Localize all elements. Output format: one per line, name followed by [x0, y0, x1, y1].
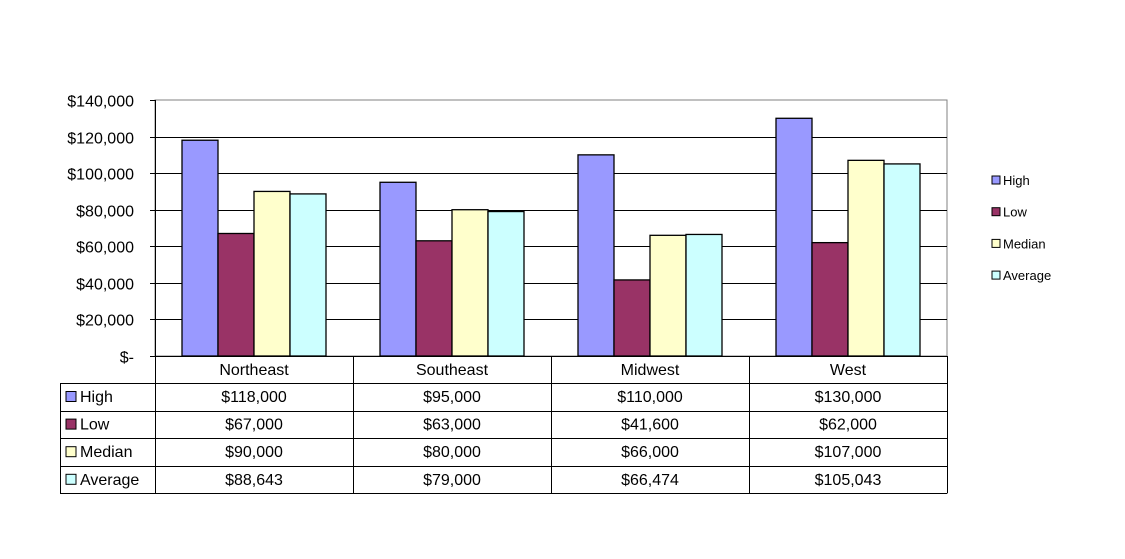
bar-high-northeast [181, 139, 219, 357]
bar-average-northeast [289, 193, 327, 357]
table-row-label-median: Median [80, 444, 132, 461]
legend-key-high [991, 175, 1001, 185]
data-label-high-west: $130,000 [815, 389, 882, 406]
legend-label-median: Median [1003, 236, 1046, 251]
bar-median-northeast [253, 190, 291, 357]
legend-label-high: High [1003, 173, 1030, 188]
bar-median-west [847, 159, 885, 357]
table-row-label-low: Low [80, 417, 110, 434]
x-tick-label-west: West [830, 362, 867, 379]
data-label-high-northeast: $118,000 [221, 389, 287, 406]
bar-median-southeast [451, 209, 489, 357]
data-label-average-southeast: $79,000 [423, 472, 481, 489]
bar-high-west [775, 117, 813, 357]
bar-low-midwest [613, 279, 651, 357]
data-label-median-southeast: $80,000 [423, 444, 481, 461]
x-tick-label-midwest: Midwest [621, 362, 680, 379]
bar-average-west [883, 163, 921, 357]
data-label-median-northeast: $90,000 [225, 444, 283, 461]
legend-key-average [991, 270, 1001, 280]
legend-key-median [991, 238, 1001, 248]
data-label-low-southeast: $63,000 [423, 417, 481, 434]
y-axis: $- $20,000 $40,000 $60,000 $80,000 $100,000 $1… [67, 94, 947, 367]
data-label-low-northeast: $67,000 [225, 417, 283, 434]
x-tick-label-southeast: Southeast [416, 362, 489, 379]
y-tick-label: $140,000 [67, 94, 134, 111]
data-table: Northeast Southeast Midwest West High $118,00… [60, 356, 948, 494]
x-tick-label-northeast: Northeast [219, 362, 289, 379]
table-row-label-average: Average [80, 472, 139, 489]
legend-label-average: Average [1003, 268, 1051, 283]
data-label-high-midwest: $110,000 [617, 389, 683, 406]
legend-key-low [991, 207, 1001, 217]
table-key-high [65, 391, 77, 402]
bar-low-southeast [415, 240, 453, 357]
y-tick-label: $60,000 [76, 240, 134, 257]
table-key-low [65, 418, 77, 430]
data-label-high-southeast: $95,000 [423, 389, 481, 406]
bar-high-southeast [379, 181, 417, 357]
table-row-label-high: High [80, 389, 113, 406]
data-label-average-midwest: $66,474 [621, 472, 679, 489]
legend: High Low Median Average [991, 173, 1051, 283]
data-label-average-west: $105,043 [815, 472, 882, 489]
y-tick-label: $100,000 [67, 167, 134, 184]
y-tick-label: $20,000 [76, 313, 134, 330]
legend-label-low: Low [1003, 205, 1027, 220]
y-tick-label: $80,000 [76, 204, 134, 221]
data-label-average-northeast: $88,643 [225, 472, 283, 489]
bars [181, 117, 921, 357]
bar-high-midwest [577, 154, 615, 357]
data-label-low-west: $62,000 [819, 417, 877, 434]
bar-low-west [811, 241, 849, 357]
table-key-average [65, 473, 77, 485]
table-key-median [65, 446, 77, 458]
y-tick-label: $40,000 [76, 277, 134, 294]
y-tick-label: $120,000 [67, 131, 134, 148]
y-tick-label: $- [120, 350, 134, 367]
data-label-median-midwest: $66,000 [621, 444, 679, 461]
data-label-low-midwest: $41,600 [621, 417, 679, 434]
data-label-median-west: $107,000 [815, 444, 882, 461]
bar-median-midwest [649, 234, 687, 357]
bar-average-southeast [487, 210, 525, 357]
bar-average-midwest [685, 233, 723, 357]
bar-low-northeast [217, 232, 255, 357]
